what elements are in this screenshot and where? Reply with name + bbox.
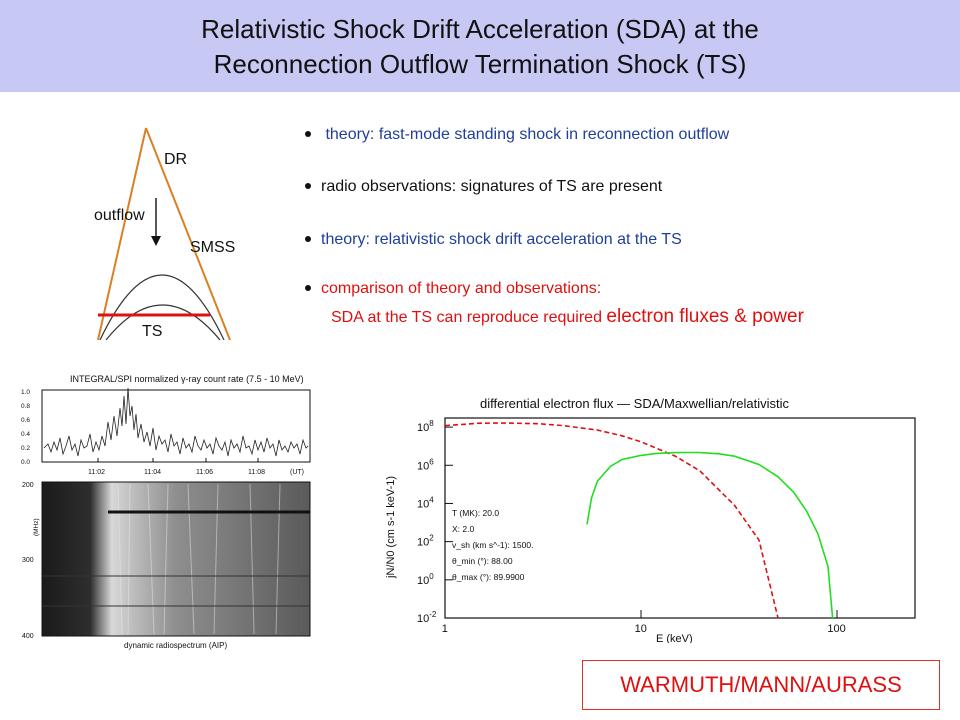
gamma-x-tick: 11:02 bbox=[88, 469, 105, 476]
gamma-y-tick: 1.0 bbox=[21, 389, 30, 396]
slide-title-line-2: Reconnection Outflow Termination Shock (… bbox=[213, 49, 747, 79]
x-tick-label: 10 bbox=[635, 623, 647, 635]
gamma-x-tick: (UT) bbox=[290, 469, 304, 476]
param-temperature: T (MK): 20.0 bbox=[452, 508, 499, 518]
bullet-dot-icon bbox=[305, 130, 311, 137]
radio-y-label: (MHz) bbox=[33, 518, 40, 536]
gamma-y-tick: 0.6 bbox=[21, 417, 30, 424]
label-smss: SMSS bbox=[190, 239, 235, 256]
title-bar: Relativistic Shock Drift Acceleration (S… bbox=[0, 0, 960, 92]
bullet-dot-icon bbox=[305, 182, 311, 189]
y-tick-label: 106 bbox=[417, 457, 434, 472]
radio-streaks bbox=[117, 483, 281, 635]
credit-text: WARMUTH/MANN/AURASS bbox=[620, 672, 902, 697]
label-outflow: outflow bbox=[94, 207, 145, 224]
current-sheet-right bbox=[145, 127, 231, 340]
param-theta-max: θ_max (°): 89.9900 bbox=[452, 572, 525, 582]
gamma-y-ticks: 1.0 0.8 0.6 0.4 0.2 0.0 bbox=[21, 389, 30, 466]
current-sheet-left bbox=[97, 127, 147, 340]
label-ts: TS bbox=[142, 323, 162, 340]
outflow-arrow-head bbox=[151, 236, 161, 246]
radio-y-tick: 300 bbox=[22, 557, 34, 564]
y-tick-label: 104 bbox=[417, 495, 434, 510]
gamma-ray-panel: INTEGRAL/SPI normalized γ-ray count rate… bbox=[21, 374, 311, 476]
reconnection-diagram: DR outflow SMSS TS bbox=[94, 127, 235, 340]
electron-flux-chart: differential electron flux — SDA/Maxwell… bbox=[385, 396, 916, 643]
bullet-dot-icon bbox=[305, 284, 311, 291]
chart-y-label: jN/N0 (cm s-1 keV-1) bbox=[385, 476, 397, 579]
gamma-y-tick: 0.2 bbox=[21, 445, 30, 452]
maxwellian-series-line bbox=[444, 422, 779, 619]
gamma-x-ticks: 11:02 11:04 11:06 11:08 (UT) bbox=[88, 469, 304, 476]
y-tick-label: 100 bbox=[417, 572, 434, 587]
x-tick-label: 1 bbox=[442, 623, 448, 635]
bullet-3: theory: relativistic shock drift acceler… bbox=[305, 231, 682, 249]
radio-y-ticks: 200 300 400 bbox=[22, 482, 34, 640]
bullet-emphasis: electron fluxes & power bbox=[606, 306, 804, 327]
credit-box: WARMUTH/MANN/AURASS bbox=[582, 660, 940, 710]
chart-parameters: T (MK): 20.0 X: 2.0 v_sh (km s^-1): 1500… bbox=[452, 508, 533, 582]
y-tick-label: 10-2 bbox=[417, 610, 437, 625]
bullet-1: theory: fast-mode standing shock in reco… bbox=[305, 126, 729, 144]
bullet-dot-icon bbox=[305, 235, 311, 242]
gamma-count-rate-trace bbox=[43, 387, 309, 457]
radio-spectrogram bbox=[41, 481, 311, 637]
field-arc-outer bbox=[99, 274, 225, 340]
gamma-plot-frame bbox=[41, 389, 311, 463]
y-tick-label: 102 bbox=[417, 534, 434, 549]
x-tick-label: 100 bbox=[827, 623, 845, 635]
gamma-x-tick: 11:04 bbox=[144, 469, 161, 476]
bullet-2: radio observations: signatures of TS are… bbox=[305, 178, 662, 196]
gamma-x-tick: 11:06 bbox=[196, 469, 213, 476]
param-vsh: v_sh (km s^-1): 1500. bbox=[452, 540, 533, 550]
param-theta-min: θ_min (°): 88.00 bbox=[452, 556, 513, 566]
gamma-x-tick: 11:08 bbox=[248, 469, 265, 476]
chart-frame bbox=[444, 417, 916, 619]
y-tick-label: 108 bbox=[417, 419, 434, 434]
bullet-4-sub: SDA at the TS can reproduce required ele… bbox=[331, 306, 804, 327]
gamma-y-tick: 0.4 bbox=[21, 431, 30, 438]
label-dr: DR bbox=[164, 151, 187, 168]
sda-series-line bbox=[586, 451, 834, 619]
param-x: X: 2.0 bbox=[452, 524, 474, 534]
gamma-y-tick: 0.0 bbox=[21, 459, 30, 466]
radio-y-tick: 400 bbox=[22, 633, 34, 640]
radio-caption: dynamic radiospectrum (AIP) bbox=[124, 641, 227, 650]
gamma-panel-title: INTEGRAL/SPI normalized γ-ray count rate… bbox=[70, 374, 304, 384]
chart-x-label: E (keV) bbox=[656, 633, 693, 643]
radio-spectrum-panel: 200 300 400 (MHz) dynamic radiospectrum … bbox=[22, 481, 311, 650]
slide-title-line-1: Relativistic Shock Drift Acceleration (S… bbox=[201, 14, 759, 44]
gamma-y-tick: 0.8 bbox=[21, 403, 30, 410]
field-arc-inner bbox=[105, 304, 221, 340]
radio-y-tick: 200 bbox=[22, 482, 34, 489]
bullet-4: comparison of theory and observations: bbox=[305, 280, 601, 298]
chart-title: differential electron flux — SDA/Maxwell… bbox=[480, 396, 789, 411]
